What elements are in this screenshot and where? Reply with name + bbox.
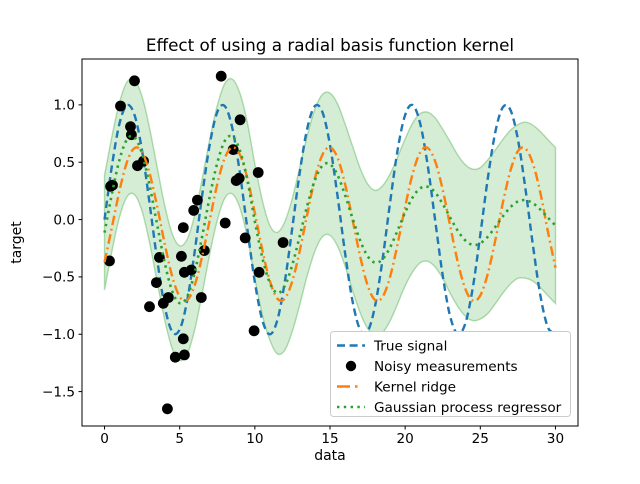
scatter-point (253, 266, 265, 278)
scatter-point (252, 167, 264, 178)
y-tick-label: −0.5 (42, 270, 75, 286)
scatter-point (195, 292, 207, 303)
scatter-point (129, 75, 140, 87)
y-tick-label: 0.5 (53, 155, 75, 171)
legend-label-kernel-ridge: Kernel ridge (374, 380, 456, 396)
scatter-point (176, 250, 187, 262)
scatter-point (125, 121, 136, 133)
scatter-point (219, 217, 231, 229)
scatter-point (163, 292, 174, 303)
x-tick-label: 10 (246, 431, 263, 447)
true-signal-line (103, 103, 557, 336)
scatter-point (277, 237, 289, 248)
scatter-point (115, 100, 126, 112)
scatter-point (144, 301, 155, 313)
x-tick-label: 30 (547, 431, 564, 447)
x-axis-label: data (314, 448, 346, 464)
x-tick-label: 15 (321, 431, 338, 447)
scatter-point (248, 325, 260, 337)
scatter-point (169, 351, 181, 363)
chart-title: Effect of using a radial basis function … (146, 35, 514, 55)
x-tick-label: 20 (396, 431, 413, 447)
y-tick-label: −1.5 (42, 384, 75, 400)
legend-frame (330, 331, 571, 417)
confidence-band-layer (103, 77, 557, 362)
scatter-point (192, 194, 203, 206)
legend-label-noisy-measurements: Noisy measurements (374, 359, 518, 375)
scatter-point (177, 222, 189, 234)
gpr-mean-line (103, 134, 557, 305)
x-tick-label: 0 (100, 431, 109, 447)
legend-label-true-signal: True signal (373, 339, 447, 355)
y-axis-label: target (9, 221, 25, 264)
scatter-point (162, 403, 173, 415)
scatter-point (179, 349, 190, 361)
scatter-point (125, 129, 137, 141)
kernel-ridge-line (103, 146, 557, 303)
curves-layer (103, 134, 557, 305)
scatter-point (227, 144, 239, 156)
legend-handle-noisy-measurements (345, 360, 357, 372)
plot-frame (81, 58, 579, 427)
scatter-point (151, 277, 162, 288)
scatter-point (233, 172, 245, 184)
x-tick-label: 5 (175, 431, 184, 447)
scatter-point (185, 264, 197, 276)
scatter-point (215, 70, 227, 82)
y-tick-label: −1.0 (42, 327, 75, 343)
scatter-point (234, 114, 246, 126)
x-tick-label: 25 (472, 431, 489, 447)
legend-label-gpr: Gaussian process regressor (374, 400, 562, 416)
y-tick-label: 1.0 (53, 98, 75, 114)
scatter-point (177, 333, 189, 345)
axis-ticks-layer: 0 5 10 15 20 25 30 1.0 0.5 0.0 −0.5 −1.0 −1.5 (42, 98, 564, 447)
scatter-point (198, 245, 210, 256)
y-tick-label: 0.0 (53, 212, 75, 228)
scatter-point (188, 205, 200, 216)
scatter-point (104, 255, 115, 267)
legend: True signal Noisy measurements Kernel ri… (330, 331, 571, 417)
scatter-point (239, 232, 251, 244)
